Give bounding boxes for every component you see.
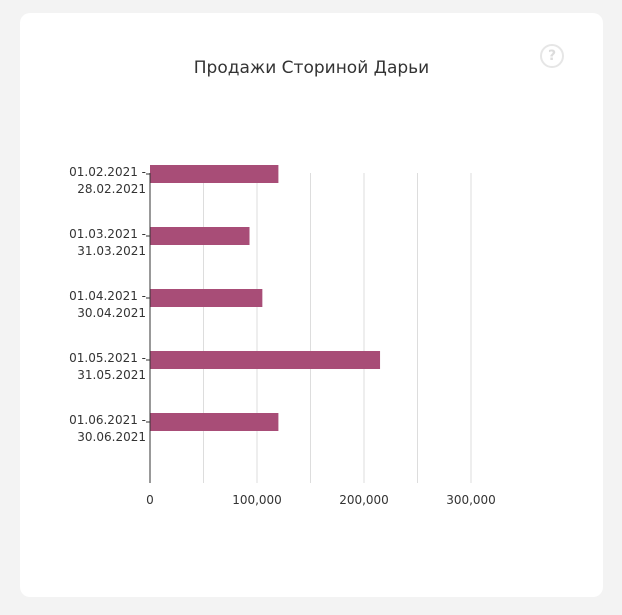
y-tick-label: 01.06.2021 - 30.06.2021 bbox=[69, 413, 146, 444]
x-tick-label: 100,000 bbox=[232, 493, 282, 507]
chart-card: Продажи Сториной Дарьи ? 01.02.2021 - 28.… bbox=[20, 13, 603, 597]
y-tick-label-line: 30.06.2021 bbox=[77, 430, 146, 444]
bar-2 bbox=[150, 227, 250, 245]
x-tick-label: 300,000 bbox=[446, 493, 496, 507]
y-tick-label-line: 01.06.2021 - bbox=[69, 413, 146, 427]
bar-chart: 01.02.2021 - 28.02.2021 01.03.2021 - 31.03.… bbox=[69, 165, 496, 507]
y-tick-label-line: 01.04.2021 - bbox=[69, 289, 146, 303]
y-tick-label: 01.04.2021 - 30.04.2021 bbox=[69, 289, 146, 320]
bar-5 bbox=[150, 413, 279, 431]
y-tick-label-line: 28.02.2021 bbox=[77, 182, 146, 196]
y-tick-label-line: 30.04.2021 bbox=[77, 306, 146, 320]
y-tick-label-line: 01.02.2021 - bbox=[69, 165, 146, 179]
y-tick-label-line: 31.05.2021 bbox=[77, 368, 146, 382]
y-tick-label: 01.03.2021 - 31.03.2021 bbox=[69, 227, 146, 258]
x-tick-label: 0 bbox=[146, 493, 154, 507]
bar-4 bbox=[150, 351, 381, 369]
chart-title: Продажи Сториной Дарьи bbox=[193, 58, 430, 78]
bar-3 bbox=[150, 289, 263, 307]
y-tick-label-line: 31.03.2021 bbox=[77, 244, 146, 258]
y-tick-label: 01.02.2021 - 28.02.2021 bbox=[69, 165, 146, 196]
y-tick-label-line: 01.03.2021 - bbox=[69, 227, 146, 241]
y-tick-label-line: 01.05.2021 - bbox=[69, 351, 146, 365]
y-tick-label: 01.05.2021 - 31.05.2021 bbox=[69, 351, 146, 382]
help-icon[interactable]: ? bbox=[540, 44, 564, 68]
x-tick-label: 200,000 bbox=[339, 493, 389, 507]
bar-1 bbox=[150, 165, 279, 183]
